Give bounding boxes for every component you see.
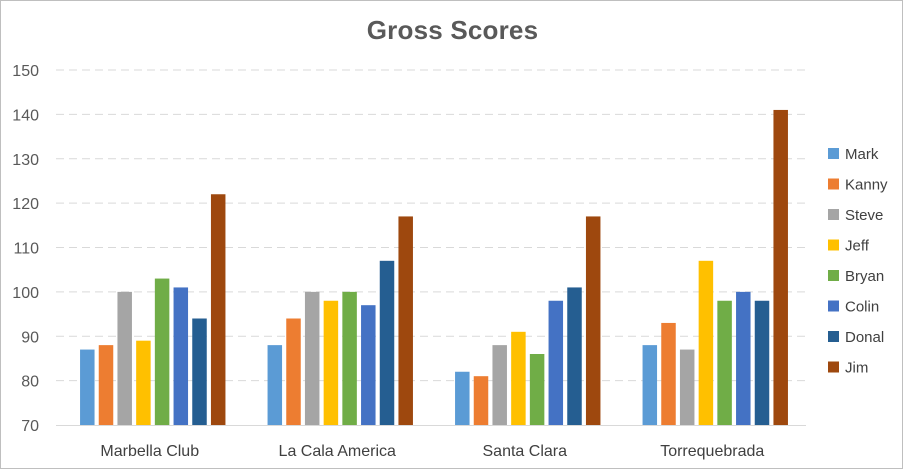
bar-donal — [567, 287, 582, 425]
x-tick-label: Marbella Club — [100, 443, 199, 460]
bars — [80, 109, 788, 425]
y-tick-label: 80 — [21, 374, 39, 391]
bar-steve — [679, 349, 695, 425]
bar-kanny — [98, 345, 114, 425]
bar-colin — [548, 300, 564, 425]
legend-swatch — [828, 148, 839, 159]
x-tick-label: Santa Clara — [483, 443, 568, 460]
bar-steve — [304, 291, 320, 425]
bar-mark — [642, 345, 658, 425]
legend-label: Bryan — [845, 268, 884, 285]
bar-bryan — [342, 291, 357, 425]
bar-jeff — [136, 340, 151, 425]
bar-jeff — [698, 260, 714, 425]
x-tick-label: Torrequebrada — [660, 443, 764, 460]
chart-title: Gross Scores — [366, 15, 539, 45]
bar-mark — [80, 349, 95, 425]
bar-donal — [754, 300, 770, 425]
bar-bryan — [717, 300, 732, 425]
y-tick-label: 110 — [13, 241, 39, 258]
legend-swatch — [828, 331, 839, 342]
x-axis-labels: Marbella Club La Cala America Santa Clara T… — [100, 443, 764, 460]
bar-steve — [117, 291, 132, 425]
bar-colin — [736, 291, 751, 425]
bar-jim — [398, 216, 413, 425]
legend-swatch — [828, 361, 839, 373]
legend-swatch — [828, 270, 839, 281]
y-tick-label: 130 — [12, 152, 39, 169]
y-tick-label: 70 — [21, 418, 39, 435]
bar-bryan — [529, 354, 545, 425]
bar-kanny — [473, 376, 489, 425]
legend-swatch — [828, 209, 839, 220]
bar-donal — [379, 260, 395, 425]
bar-colin — [361, 305, 376, 425]
bar-jim — [210, 194, 226, 425]
bar-kanny — [286, 318, 301, 425]
legend-label: Jeff — [845, 238, 870, 255]
y-axis-ticks: 70 80 90 100 110 120 130 140 150 — [12, 63, 39, 435]
y-tick-label: 100 — [12, 285, 39, 302]
y-tick-label: 90 — [21, 329, 39, 346]
bar-jim — [585, 216, 601, 425]
bar-jeff — [323, 300, 339, 425]
bar-colin — [173, 287, 189, 425]
legend-label: Mark — [845, 146, 879, 163]
legend-swatch — [828, 239, 839, 251]
legend: Mark Kanny Steve Jeff Bryan Colin Donal Jim — [828, 146, 888, 377]
legend-swatch — [828, 300, 839, 312]
bar-steve — [492, 345, 507, 425]
y-tick-label: 120 — [12, 196, 39, 213]
bar-jim — [773, 109, 788, 425]
legend-label: Jim — [845, 360, 868, 377]
bar-jeff — [511, 331, 526, 425]
bar-mark — [455, 371, 470, 425]
legend-label: Donal — [845, 329, 884, 346]
bar-donal — [192, 318, 207, 425]
legend-swatch — [828, 178, 839, 190]
bar-kanny — [661, 322, 676, 425]
legend-label: Colin — [845, 299, 879, 316]
bar-bryan — [154, 278, 170, 425]
legend-label: Kanny — [845, 177, 888, 194]
legend-label: Steve — [845, 207, 883, 224]
y-tick-label: 150 — [12, 63, 39, 80]
x-tick-label: La Cala America — [279, 443, 396, 460]
bar-mark — [267, 345, 283, 425]
y-tick-label: 140 — [12, 107, 39, 124]
